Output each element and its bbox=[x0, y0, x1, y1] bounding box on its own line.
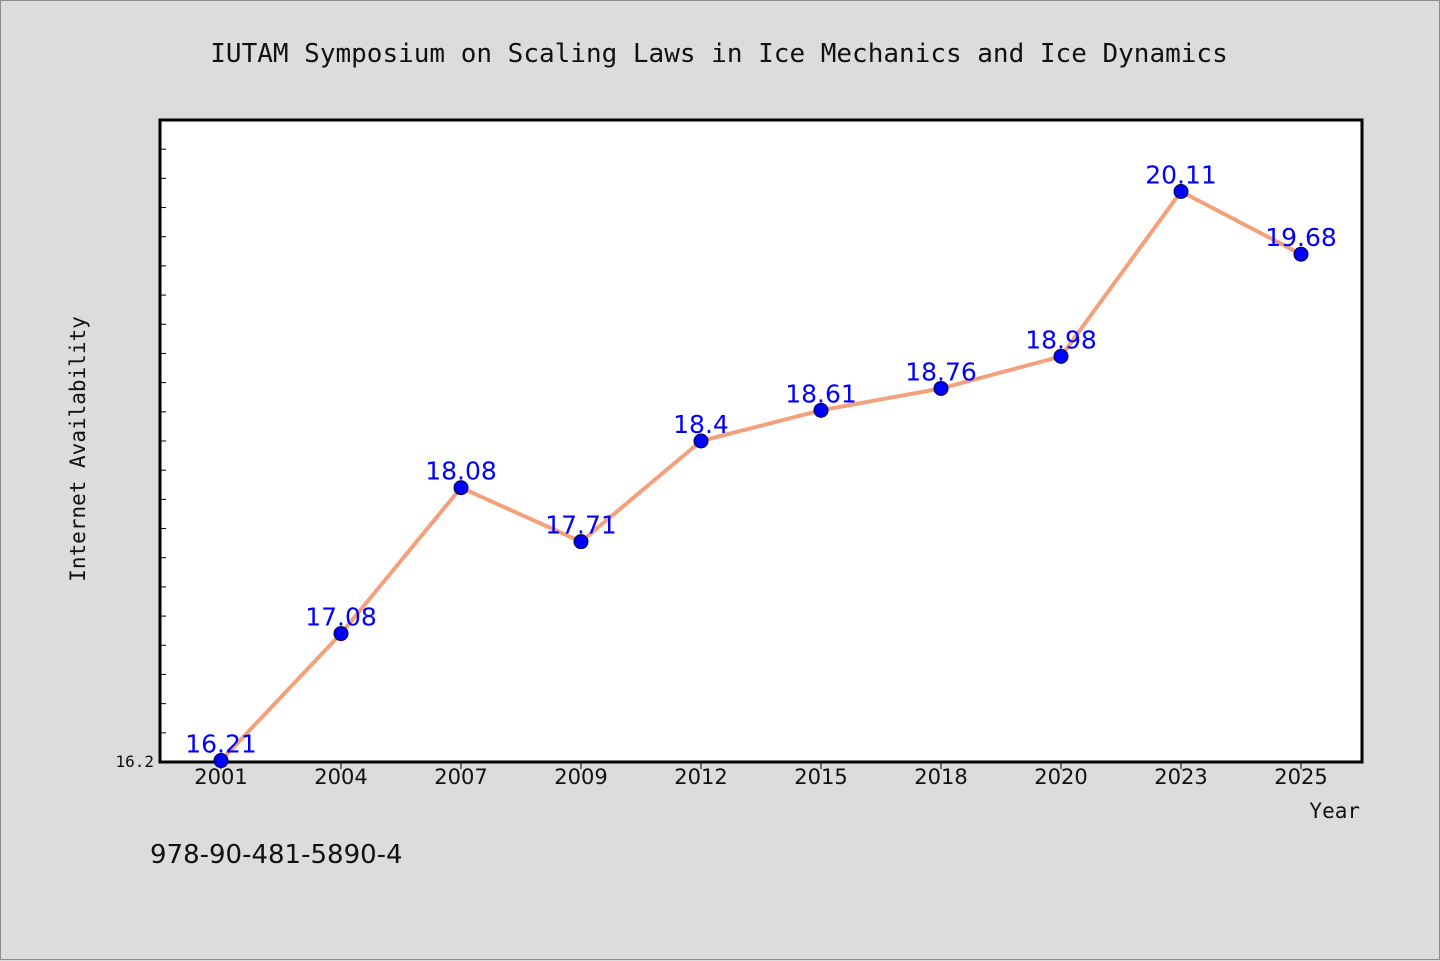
series-group: 16.21 17.08 18.08 17.71 18.4 18.61 18.76 18.98 2… bbox=[185, 160, 1337, 769]
series-line bbox=[219, 189, 1302, 762]
data-point bbox=[1293, 246, 1309, 262]
data-label: 17.08 bbox=[305, 603, 377, 632]
x-tick-label: 2025 bbox=[1274, 765, 1327, 789]
data-label: 20.11 bbox=[1145, 160, 1217, 189]
data-point bbox=[1173, 183, 1189, 199]
x-tick-label: 2007 bbox=[434, 765, 487, 789]
data-point bbox=[333, 626, 349, 642]
x-tick-label: 2001 bbox=[194, 765, 247, 789]
x-axis-label: Year bbox=[1309, 799, 1360, 823]
data-label: 16.21 bbox=[185, 730, 257, 759]
data-point bbox=[1053, 348, 1069, 364]
x-tick-label: 2015 bbox=[794, 765, 847, 789]
x-tick-label: 2009 bbox=[554, 765, 607, 789]
data-label: 18.76 bbox=[905, 357, 977, 386]
footer-isbn: 978-90-481-5890-4 bbox=[150, 840, 403, 870]
x-tick-label: 2020 bbox=[1034, 765, 1087, 789]
data-point bbox=[573, 534, 589, 550]
chart-title: IUTAM Symposium on Scaling Laws in Ice M… bbox=[210, 39, 1227, 69]
data-label: 19.68 bbox=[1265, 223, 1337, 252]
x-tick-label: 2004 bbox=[314, 765, 367, 789]
data-label: 18.08 bbox=[425, 457, 497, 486]
data-point bbox=[453, 480, 469, 496]
plot-area bbox=[158, 118, 1364, 764]
data-point bbox=[813, 402, 829, 418]
data-label: 17.71 bbox=[545, 511, 617, 540]
y-axis-ticks bbox=[159, 119, 166, 763]
data-label: 18.98 bbox=[1025, 325, 1097, 354]
data-point bbox=[933, 380, 949, 396]
x-tick-label: 2012 bbox=[674, 765, 727, 789]
y-tick-label: 16.2 bbox=[115, 752, 154, 771]
y-axis-label: Internet Availability bbox=[66, 316, 90, 582]
data-label: 18.4 bbox=[673, 410, 729, 439]
x-tick-label: 2023 bbox=[1154, 765, 1207, 789]
data-point bbox=[213, 753, 229, 769]
x-tick-label: 2018 bbox=[914, 765, 967, 789]
data-point bbox=[693, 433, 709, 449]
data-label: 18.61 bbox=[785, 379, 857, 408]
x-axis-ticks: 2001 2004 2007 2009 2012 2015 2018 2020 2023 2025 bbox=[194, 762, 1328, 789]
